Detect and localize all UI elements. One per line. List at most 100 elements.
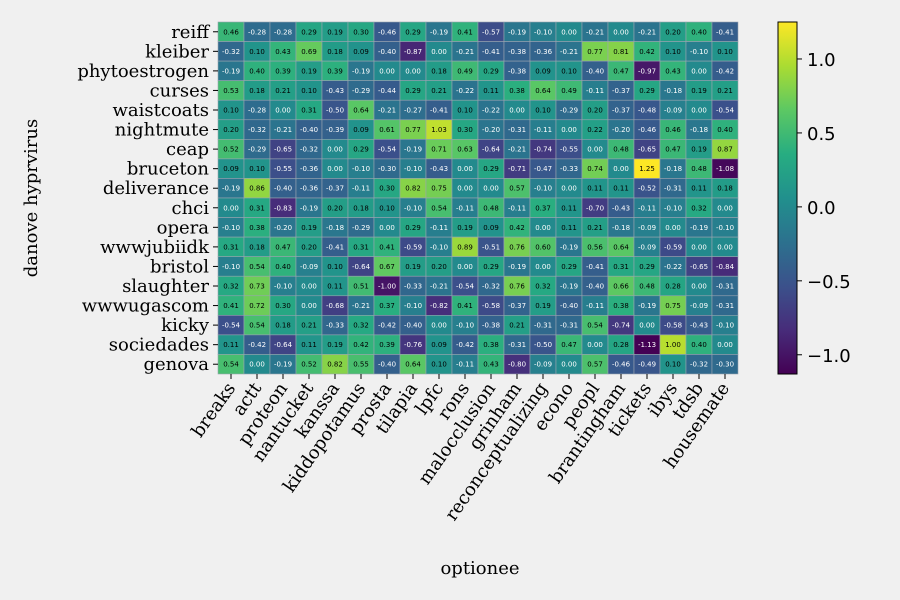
cell-value-label: -0.36	[300, 185, 319, 193]
cell-value-label: 0.18	[249, 243, 265, 251]
cell-value-label: 0.61	[379, 126, 395, 134]
cell-value-label: 0.29	[405, 28, 421, 36]
cell-value-label: 0.39	[379, 341, 395, 349]
colorbar-tick-label: 0.5	[807, 124, 836, 145]
cell-value-label: 0.19	[327, 28, 343, 36]
cell-value-label: -0.32	[482, 283, 500, 291]
cell-value-label: -0.19	[222, 185, 240, 193]
y-tick-label: wwwjubiidk	[100, 237, 210, 258]
cell-value-label: 0.42	[639, 48, 655, 56]
cell-value-label: 0.40	[249, 67, 265, 75]
cell-value-label: 0.51	[353, 283, 369, 291]
cell-value-label: -0.30	[378, 165, 396, 173]
y-axis-label: danove hyprvirus	[21, 119, 42, 277]
cell-value-label: 0.00	[561, 28, 577, 36]
cell-value-label: -0.28	[274, 28, 292, 36]
colorbar	[777, 21, 798, 375]
cell-value-label: 0.19	[691, 146, 707, 154]
cell-value-label: 0.48	[639, 283, 655, 291]
cell-value-label: -0.68	[326, 302, 344, 310]
cell-value-label: 0.48	[613, 146, 629, 154]
y-tick-label: opera	[157, 217, 210, 238]
cell-value-label: -0.22	[482, 107, 500, 115]
cell-value-label: -0.59	[404, 243, 422, 251]
cell-value-label: 0.87	[717, 146, 733, 154]
cell-value-label: 0.71	[431, 146, 447, 154]
cell-value-label: -0.71	[508, 165, 526, 173]
cell-value-label: -0.10	[716, 322, 734, 330]
cell-value-label: 1.00	[665, 341, 681, 349]
cell-value-label: -0.39	[326, 126, 344, 134]
cell-value-label: 0.00	[665, 224, 681, 232]
cell-value-label: 0.66	[613, 283, 629, 291]
cell-value-label: 0.09	[431, 341, 447, 349]
cell-value-label: 0.21	[301, 322, 317, 330]
cell-value-label: -0.43	[690, 322, 708, 330]
cell-value-label: -0.31	[508, 341, 526, 349]
cell-value-label: -0.20	[482, 126, 500, 134]
y-tick-label: genova	[143, 354, 209, 375]
cell-value-label: -0.49	[638, 361, 656, 369]
cell-value-label: -0.09	[638, 224, 656, 232]
cell-value-label: 0.00	[561, 185, 577, 193]
cell-value-label: 0.38	[249, 224, 265, 232]
cell-value-label: 0.00	[561, 361, 577, 369]
cell-value-label: 0.31	[223, 243, 239, 251]
cell-value-label: 0.47	[275, 243, 291, 251]
cell-value-label: -0.59	[664, 243, 682, 251]
cell-value-label: -0.76	[404, 341, 423, 349]
cell-value-label: -0.18	[326, 224, 344, 232]
cell-value-label: -0.58	[664, 322, 682, 330]
cell-value-label: -0.20	[274, 224, 292, 232]
cell-value-label: -0.31	[508, 126, 526, 134]
cell-value-label: 0.00	[405, 67, 421, 75]
cell-value-label: -0.54	[222, 322, 241, 330]
cell-value-label: -0.51	[482, 243, 500, 251]
y-tick-label: phytoestrogen	[77, 61, 209, 82]
cell-value-label: 0.19	[327, 341, 343, 349]
cell-value-label: 0.11	[301, 341, 317, 349]
cell-value-label: 0.10	[431, 361, 447, 369]
cell-value-label: 0.43	[483, 361, 499, 369]
cell-value-label: 0.49	[457, 67, 473, 75]
cell-value-label: 0.29	[301, 28, 317, 36]
cell-value-label: -0.32	[248, 126, 266, 134]
cell-value-label: 0.52	[223, 146, 239, 154]
y-tick-label: bristol	[150, 256, 209, 277]
cell-value-label: 0.30	[275, 302, 291, 310]
cell-value-label: 0.10	[665, 361, 681, 369]
cell-value-label: 0.82	[327, 361, 343, 369]
cell-value-label: 0.00	[327, 165, 343, 173]
cell-value-label: 0.31	[301, 107, 317, 115]
cell-value-label: 0.09	[353, 126, 369, 134]
cell-value-label: 0.75	[431, 185, 447, 193]
cell-value-label: -0.55	[560, 146, 578, 154]
cell-value-label: 0.00	[717, 243, 733, 251]
cell-value-label: -0.43	[612, 204, 630, 212]
cell-value-label: -0.21	[456, 48, 474, 56]
cell-value-label: -0.29	[352, 87, 370, 95]
cell-value-label: 0.42	[353, 341, 369, 349]
cell-value-label: -0.27	[404, 107, 422, 115]
cell-value-label: 0.18	[275, 322, 291, 330]
cell-value-label: 0.48	[691, 165, 707, 173]
cell-value-label: 0.09	[353, 48, 369, 56]
cell-value-label: -0.18	[612, 224, 630, 232]
y-tick-label: reiff	[171, 22, 210, 43]
cell-value-label: -0.28	[248, 28, 266, 36]
cell-value-label: -0.19	[560, 243, 578, 251]
cell-value-label: -0.37	[508, 302, 526, 310]
cell-value-label: 0.40	[717, 126, 733, 134]
cell-value-label: 0.38	[613, 302, 629, 310]
cell-value-label: 0.09	[483, 224, 499, 232]
cell-value-label: 0.10	[457, 107, 473, 115]
cell-value-label: 0.41	[457, 302, 473, 310]
cell-value-label: -0.10	[274, 283, 292, 291]
cell-value-label: -0.09	[300, 263, 318, 271]
cell-value-label: 0.64	[353, 107, 369, 115]
cell-value-label: 0.54	[431, 204, 447, 212]
cell-value-label: -0.87	[404, 48, 422, 56]
cell-value-label: -0.32	[300, 146, 318, 154]
cell-value-label: 0.75	[665, 302, 681, 310]
cell-value-label: 0.29	[483, 67, 499, 75]
